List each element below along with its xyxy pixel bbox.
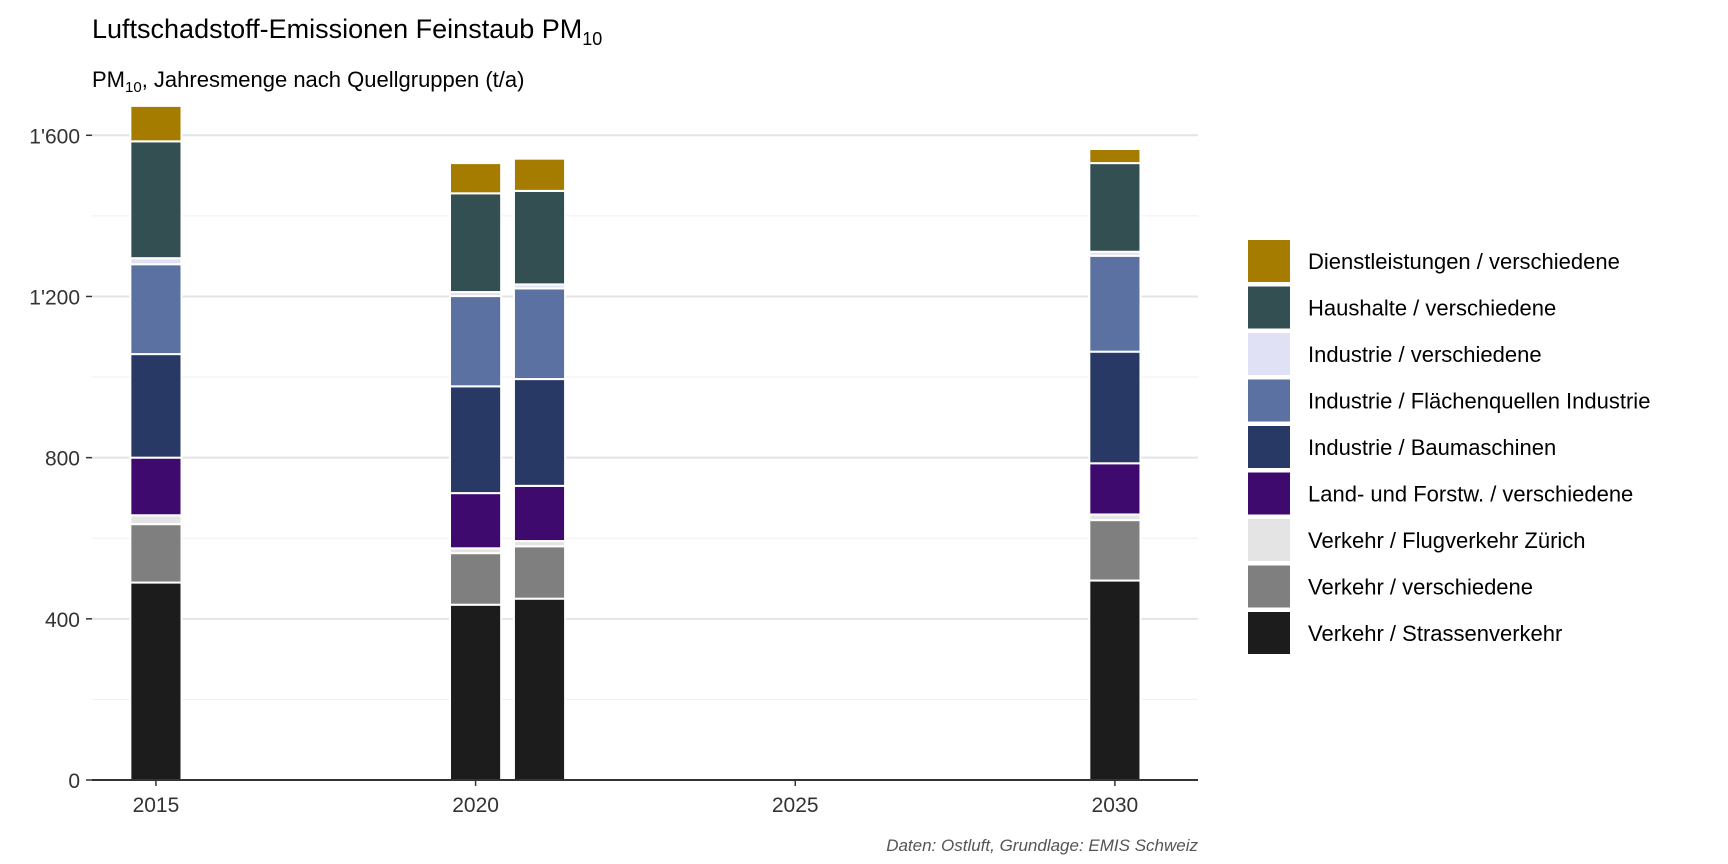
bar-segment (512, 189, 567, 286)
bar-segment (449, 385, 503, 495)
bar-segment (129, 140, 183, 260)
subtitle-subscript: 10 (125, 79, 142, 96)
bar-segment (1088, 350, 1142, 465)
legend-key (1248, 472, 1290, 515)
bar-segment (449, 192, 503, 294)
bar-segment (449, 552, 503, 606)
bar-segment (129, 581, 183, 782)
x-tick-label: 2015 (133, 794, 180, 817)
legend-label: Haushalte / verschiedene (1308, 296, 1556, 321)
bar-segment (512, 287, 567, 381)
x-tick-label: 2025 (772, 794, 819, 817)
x-tick-label: 2020 (452, 794, 499, 817)
svg-text:PM10, Jahresmenge nach Quellgr: PM10, Jahresmenge nach Quellgruppen (t/a… (92, 67, 524, 96)
grid (92, 134, 1198, 700)
bar-segment (129, 104, 183, 143)
legend-key (1248, 612, 1290, 654)
bar-segment (449, 603, 503, 781)
bar-segment (129, 514, 183, 526)
bar-segment (449, 162, 503, 195)
chart-title-subscript: 10 (582, 29, 602, 49)
bars (129, 104, 1142, 782)
bar-segment (512, 157, 567, 192)
bar-segment (512, 484, 567, 543)
bar-segment (1088, 519, 1142, 582)
legend-label: Industrie / Baumaschinen (1308, 435, 1556, 460)
bar-segment (512, 545, 567, 600)
caption: Daten: Ostluft, Grundlage: EMIS Schweiz (886, 836, 1198, 855)
y-tick-label: 0 (68, 770, 80, 793)
bar-segment (1088, 579, 1142, 782)
legend-label: Verkehr / verschiedene (1308, 575, 1533, 600)
legend-key (1248, 379, 1290, 422)
legend-key (1248, 240, 1290, 282)
legend-label: Dienstleistungen / verschiedene (1308, 249, 1620, 274)
chart-title-text: Luftschadstoff-Emissionen Feinstaub PM (92, 14, 582, 44)
subtitle-prefix: PM (92, 67, 125, 92)
svg-text:Luftschadstoff-Emissionen Fein: Luftschadstoff-Emissionen Feinstaub PM10 (92, 14, 602, 49)
legend-label: Industrie / Flächenquellen Industrie (1308, 389, 1650, 414)
bar-segment (1088, 147, 1142, 165)
chart-title: Luftschadstoff-Emissionen Feinstaub PM10 (92, 14, 602, 49)
y-tick-label: 1'600 (29, 125, 80, 148)
bar-segment (1088, 254, 1142, 353)
bar-segment (129, 353, 183, 459)
bar-segment (449, 492, 503, 550)
subtitle-suffix: , Jahresmenge nach Quellgruppen (t/a) (142, 67, 525, 92)
legend-label: Land- und Forstw. / verschiedene (1308, 482, 1633, 507)
legend-label: Industrie / verschiedene (1308, 342, 1542, 367)
bar-segment (512, 378, 567, 487)
y-tick-label: 400 (45, 609, 80, 632)
legend-key (1248, 426, 1290, 468)
legend-key (1248, 519, 1290, 561)
legend: Dienstleistungen / verschiedene Haushalte… (1248, 240, 1650, 654)
legend-label: Verkehr / Strassenverkehr (1308, 621, 1562, 646)
legend-key (1248, 565, 1290, 608)
bar-segment (1088, 162, 1142, 253)
bar-segment (512, 597, 567, 781)
axes: 0 400 800 1'200 1'600 2015 2020 2025 2030 (29, 125, 1198, 817)
bar-segment (129, 456, 183, 517)
legend-label: Verkehr / Flugverkehr Zürich (1308, 528, 1586, 553)
bar-segment (129, 263, 183, 356)
bar-segment (1088, 462, 1142, 516)
y-tick-label: 800 (45, 448, 80, 471)
legend-key (1248, 286, 1290, 329)
y-tick-label: 1'200 (29, 286, 80, 309)
legend-key (1248, 333, 1290, 375)
bar-segment (449, 295, 503, 388)
bar-segment (129, 523, 183, 584)
chart-subtitle: PM10, Jahresmenge nach Quellgruppen (t/a… (92, 67, 524, 96)
x-tick-label: 2030 (1092, 794, 1139, 817)
